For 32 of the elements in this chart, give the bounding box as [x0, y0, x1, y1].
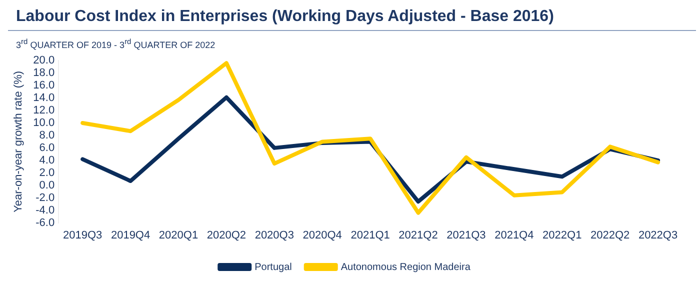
y-tick-label: -6.0 [36, 216, 55, 229]
legend-label: Autonomous Region Madeira [340, 262, 471, 273]
x-tick-label: 2022Q3 [638, 229, 678, 242]
x-tick-label: 2021Q2 [398, 229, 438, 242]
x-tick-label: 2019Q4 [110, 229, 150, 242]
y-tick-label: 0.0 [39, 179, 55, 192]
x-tick-label: 2021Q4 [494, 229, 534, 242]
x-tick-label: 2022Q1 [542, 229, 582, 242]
x-tick-label: 2021Q3 [446, 229, 486, 242]
x-tick-label: 2021Q1 [350, 229, 390, 242]
y-tick-label: 8.0 [39, 129, 55, 142]
x-tick-label: 2020Q4 [302, 229, 342, 242]
y-tick-label: -2.0 [36, 192, 55, 204]
chart-title: Labour Cost Index in Enterprises (Working Days Adjusted - Base 2016) [8, 8, 696, 31]
y-tick-label: 16.0 [33, 80, 55, 92]
y-axis-title: Year-on-year growth rate (%) [12, 70, 25, 212]
x-tick-label: 2019Q3 [63, 229, 102, 242]
y-tick-label: 10.0 [33, 117, 55, 130]
y-tick-label: 20.0 [33, 54, 55, 67]
y-tick-label: 2.0 [39, 166, 55, 179]
x-tick-label: 2020Q2 [206, 229, 246, 242]
x-tick-label: 2020Q1 [158, 229, 198, 242]
y-tick-label: 18.0 [33, 67, 55, 80]
legend-label: Portugal [254, 262, 292, 273]
chart-subtitle: 3$^{rd}$ QUARTER OF 2019 - 3$^{rd}$ QUARTER OF 2022 [15, 37, 216, 50]
y-tick-label: 12.0 [33, 104, 55, 117]
y-tick-label: 6.0 [39, 142, 55, 154]
y-tick-label: 14.0 [33, 92, 55, 104]
y-tick-label: -4.0 [36, 204, 55, 216]
x-tick-label: 2020Q3 [254, 229, 294, 242]
y-tick-label: 4.0 [39, 154, 55, 166]
x-tick-label: 2022Q2 [590, 229, 630, 242]
